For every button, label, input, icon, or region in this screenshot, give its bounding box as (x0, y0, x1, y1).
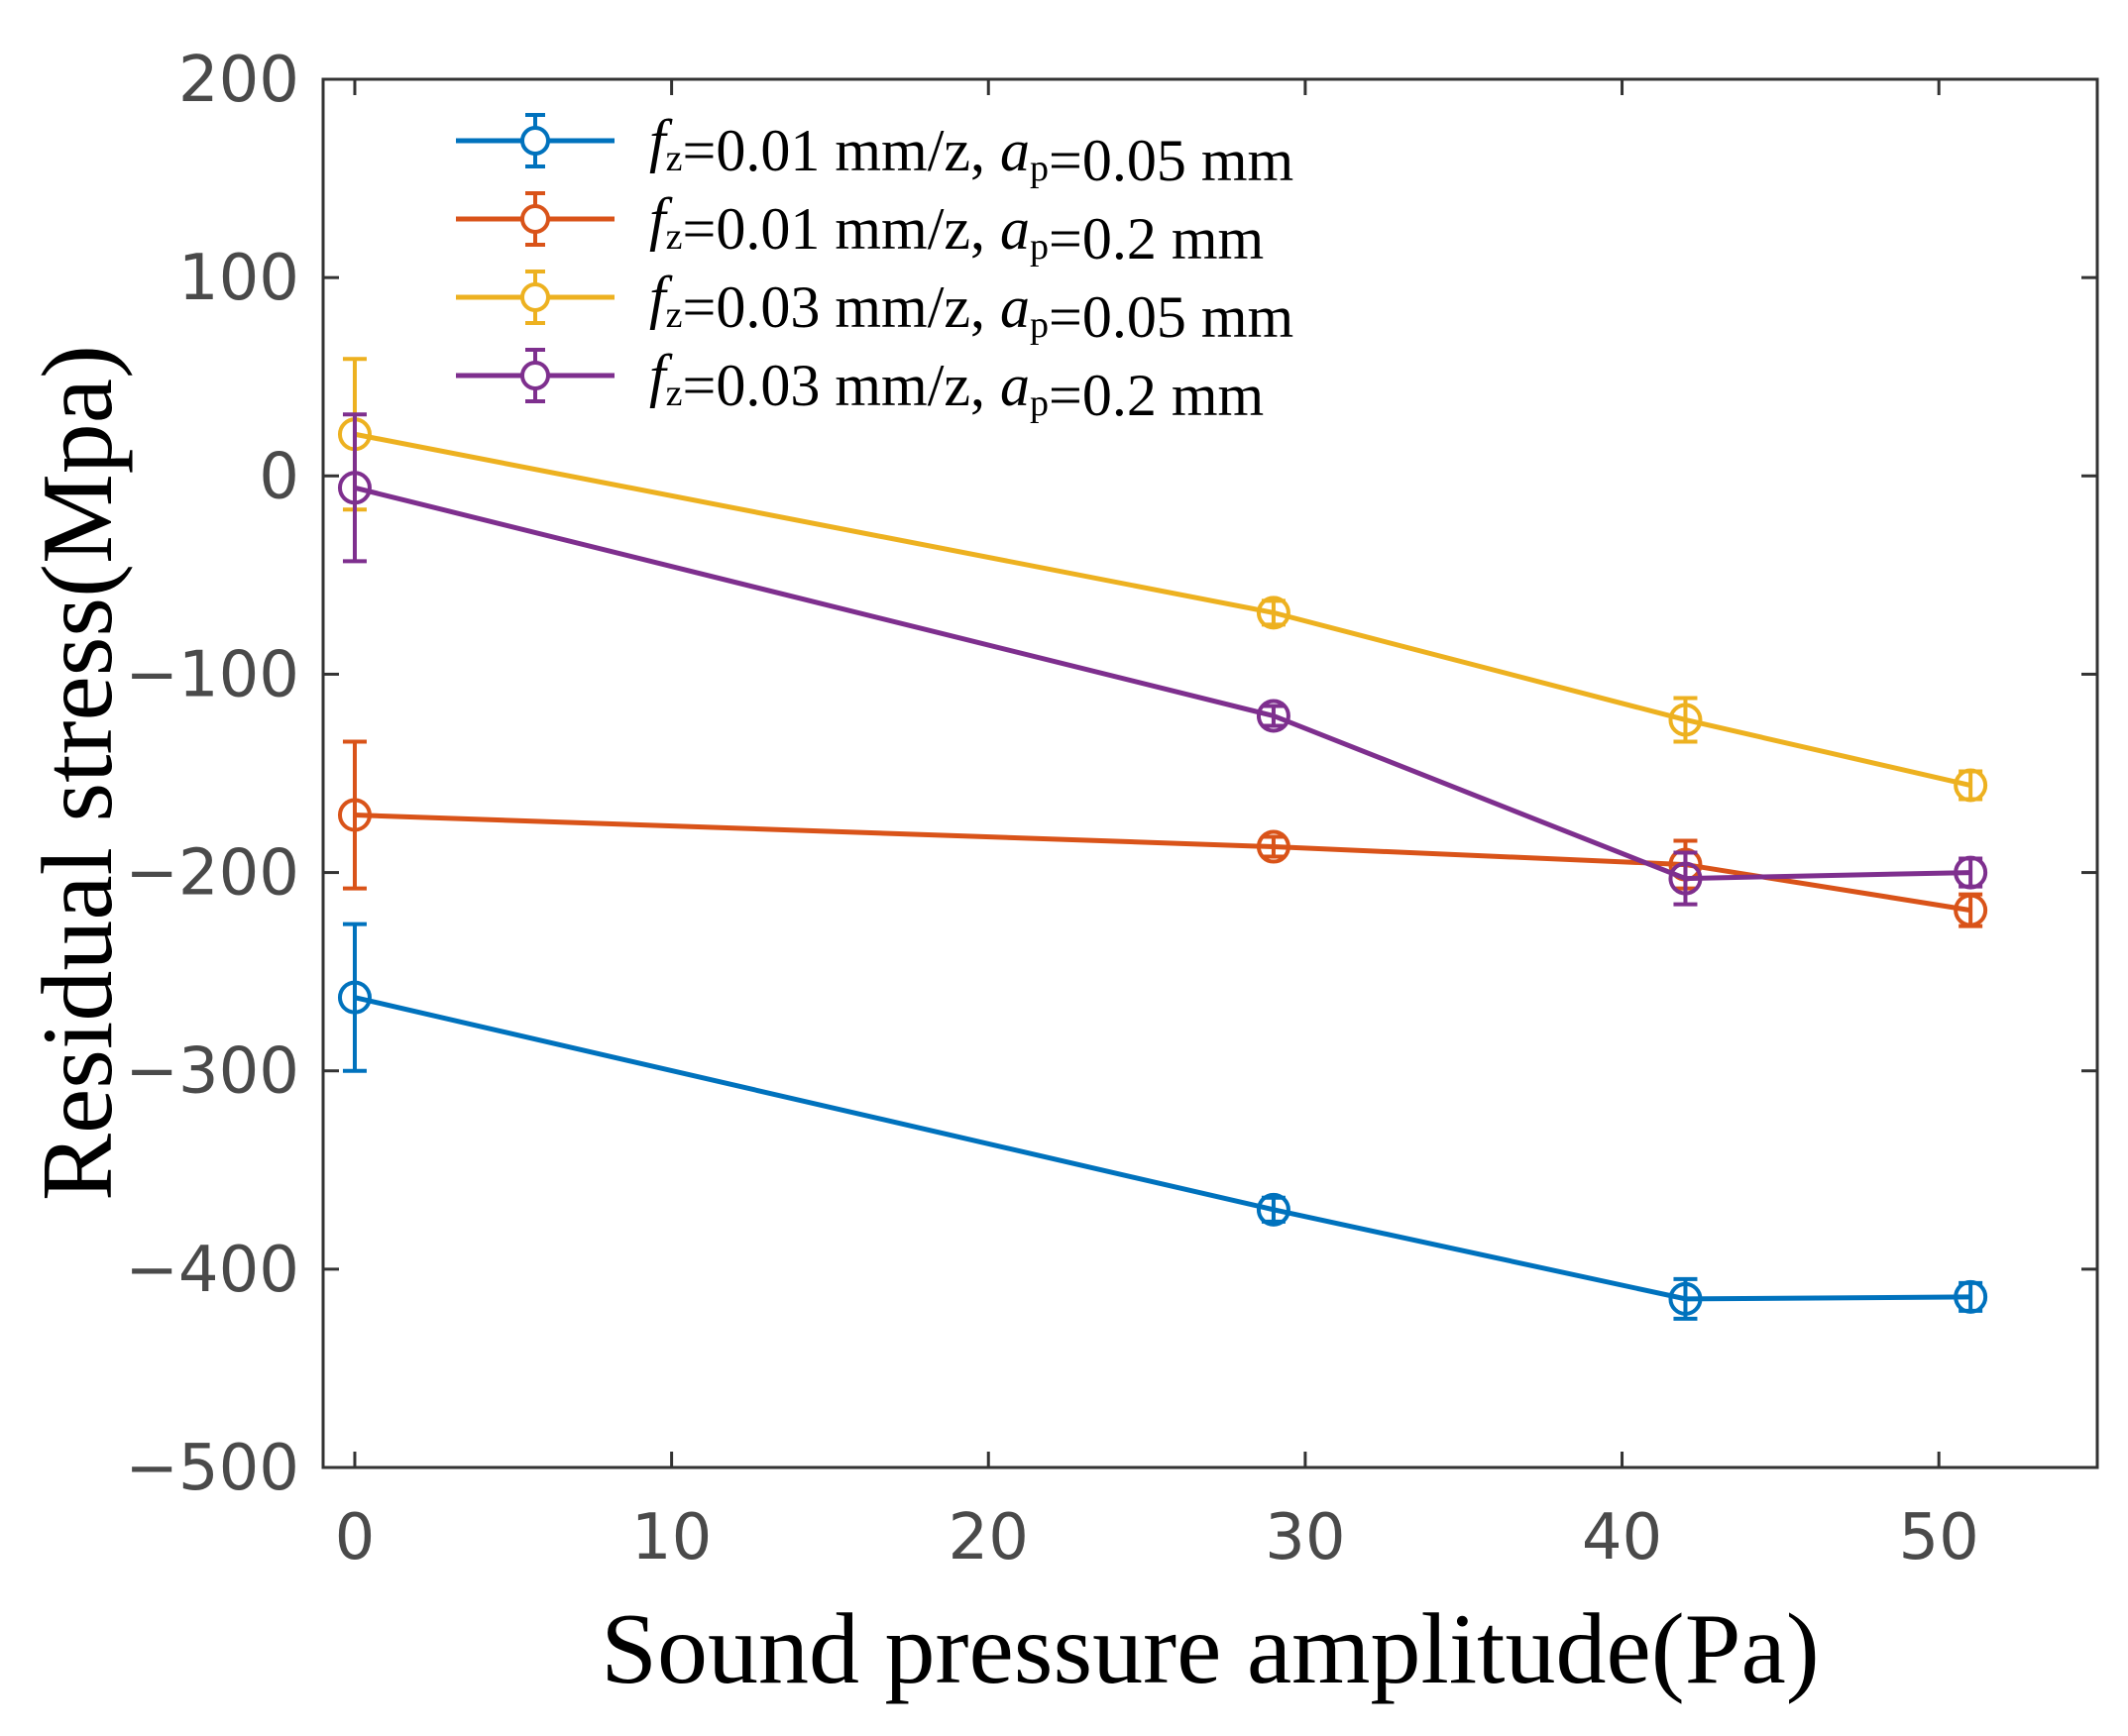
data-point (1954, 768, 1988, 803)
data-point (337, 980, 372, 1015)
y-axis-title: Residual stress(Mpa) (22, 345, 134, 1201)
series-line (354, 431, 1971, 788)
y-ticks: 200 100 0 −100 −200 −300 −400 −500 (125, 44, 2097, 1505)
y-tick-label: 100 (178, 242, 299, 315)
series-line (354, 995, 1971, 1302)
y-tick-label: −400 (125, 1234, 299, 1307)
series-1 (337, 922, 1988, 1321)
data-point (1954, 1279, 1988, 1314)
data-point (1668, 703, 1703, 737)
data-point (1256, 1192, 1290, 1227)
series-line (354, 485, 1971, 882)
legend-marker (520, 126, 550, 156)
legend-label: fz=0.03 mm/z, ap=0.2 mm (649, 343, 1264, 428)
data-point (1256, 596, 1290, 630)
legend-label: fz=0.01 mm/z, ap=0.2 mm (649, 186, 1264, 271)
x-ticks: 0 10 20 30 40 50 (335, 79, 1979, 1574)
y-tick-label: −200 (125, 837, 299, 911)
legend-marker (520, 282, 550, 312)
x-tick-label: 10 (631, 1501, 712, 1574)
data-point (1668, 1281, 1703, 1316)
x-axis-title: Sound pressure amplitude(Pa) (601, 1593, 1819, 1705)
legend-marker (520, 204, 550, 234)
data-point (1954, 855, 1988, 890)
legend-label: fz=0.01 mm/z, ap=0.05 mm (649, 108, 1293, 193)
x-tick-label: 30 (1265, 1501, 1345, 1574)
data-point (337, 798, 372, 832)
y-tick-label: 200 (178, 44, 299, 117)
data-point (1256, 829, 1290, 864)
legend-marker (520, 361, 550, 390)
data-point (337, 471, 372, 505)
x-tick-label: 40 (1582, 1501, 1662, 1574)
data-point (1256, 699, 1290, 733)
data-point (1954, 893, 1988, 927)
plot-frame (321, 77, 2099, 1469)
data-point (1668, 861, 1703, 896)
y-tick-label: −500 (125, 1432, 299, 1505)
x-tick-label: 20 (949, 1501, 1029, 1574)
legend-item: fz=0.03 mm/z, ap=0.05 mm (456, 265, 1293, 350)
series-layer (337, 357, 1988, 1321)
legend-item: fz=0.03 mm/z, ap=0.2 mm (456, 343, 1264, 428)
legend-item: fz=0.01 mm/z, ap=0.05 mm (456, 108, 1293, 193)
x-tick-label: 50 (1898, 1501, 1978, 1574)
y-tick-label: −100 (125, 638, 299, 711)
series-line (354, 813, 1971, 914)
legend-item: fz=0.01 mm/z, ap=0.2 mm (456, 186, 1264, 271)
x-tick-label: 0 (335, 1501, 376, 1574)
y-tick-label: 0 (259, 440, 299, 513)
legend-label: fz=0.03 mm/z, ap=0.05 mm (649, 265, 1293, 350)
series-4 (337, 412, 1988, 907)
y-tick-label: −300 (125, 1035, 299, 1109)
